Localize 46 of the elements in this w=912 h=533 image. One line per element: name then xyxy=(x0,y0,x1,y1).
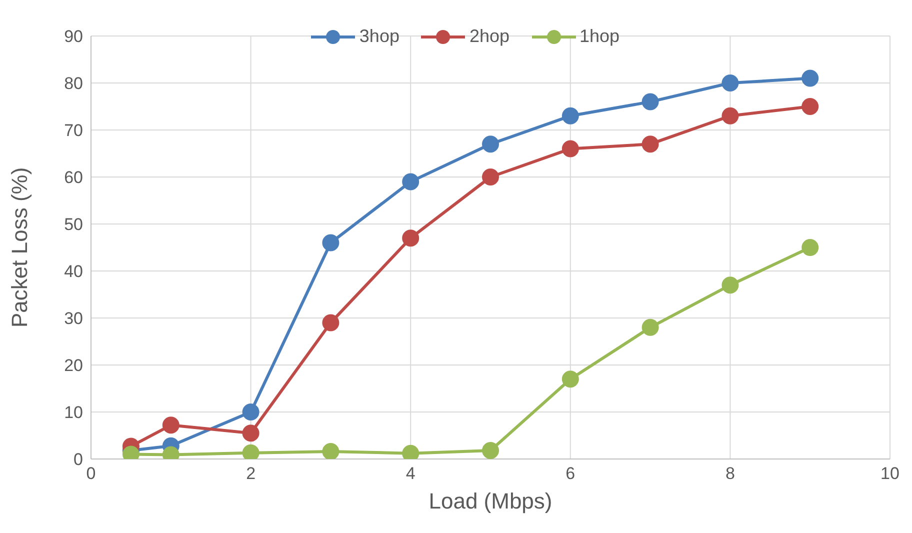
y-tick-label: 70 xyxy=(64,121,83,140)
legend-label: 2hop xyxy=(468,26,510,47)
point xyxy=(722,74,739,92)
point xyxy=(402,173,420,190)
y-tick-label: 60 xyxy=(64,168,83,188)
legend-label: 3hop xyxy=(358,26,400,47)
legend-label: 1hop xyxy=(578,26,620,47)
y-tick-label: 30 xyxy=(64,309,83,328)
point xyxy=(562,140,579,158)
y-axis-title: Packet Loss (%) xyxy=(6,167,32,328)
point xyxy=(322,442,340,459)
point xyxy=(562,370,579,388)
point xyxy=(562,107,579,124)
y-tick-label: 80 xyxy=(64,74,83,94)
point xyxy=(402,230,420,247)
point xyxy=(482,168,499,186)
x-axis-title: Load (Mbps) xyxy=(428,488,552,514)
point xyxy=(322,234,340,252)
point xyxy=(722,276,739,294)
point xyxy=(482,136,499,153)
x-tick-label: 4 xyxy=(406,464,416,484)
y-tick-label: 20 xyxy=(64,356,83,376)
y-tick-label: 10 xyxy=(64,403,83,422)
point xyxy=(802,70,819,87)
point xyxy=(402,444,420,459)
point xyxy=(242,404,260,420)
point xyxy=(242,424,260,442)
x-tick-label: 0 xyxy=(86,464,96,484)
x-tick-label: 2 xyxy=(246,464,256,484)
point xyxy=(642,318,659,336)
y-tick-label: 40 xyxy=(64,262,83,282)
point xyxy=(322,314,340,332)
point xyxy=(642,136,659,153)
point xyxy=(162,416,180,434)
y-tick-label: 0 xyxy=(74,450,83,470)
point xyxy=(722,107,739,124)
x-tick-label: 6 xyxy=(566,464,576,484)
y-tick-label: 90 xyxy=(64,27,83,46)
point xyxy=(642,93,659,110)
point xyxy=(482,442,499,459)
point xyxy=(242,444,260,459)
x-tick-label: 8 xyxy=(725,464,735,484)
x-tick-label: 10 xyxy=(880,464,900,484)
point xyxy=(802,239,819,256)
point xyxy=(802,98,819,115)
y-tick-label: 50 xyxy=(64,215,83,234)
